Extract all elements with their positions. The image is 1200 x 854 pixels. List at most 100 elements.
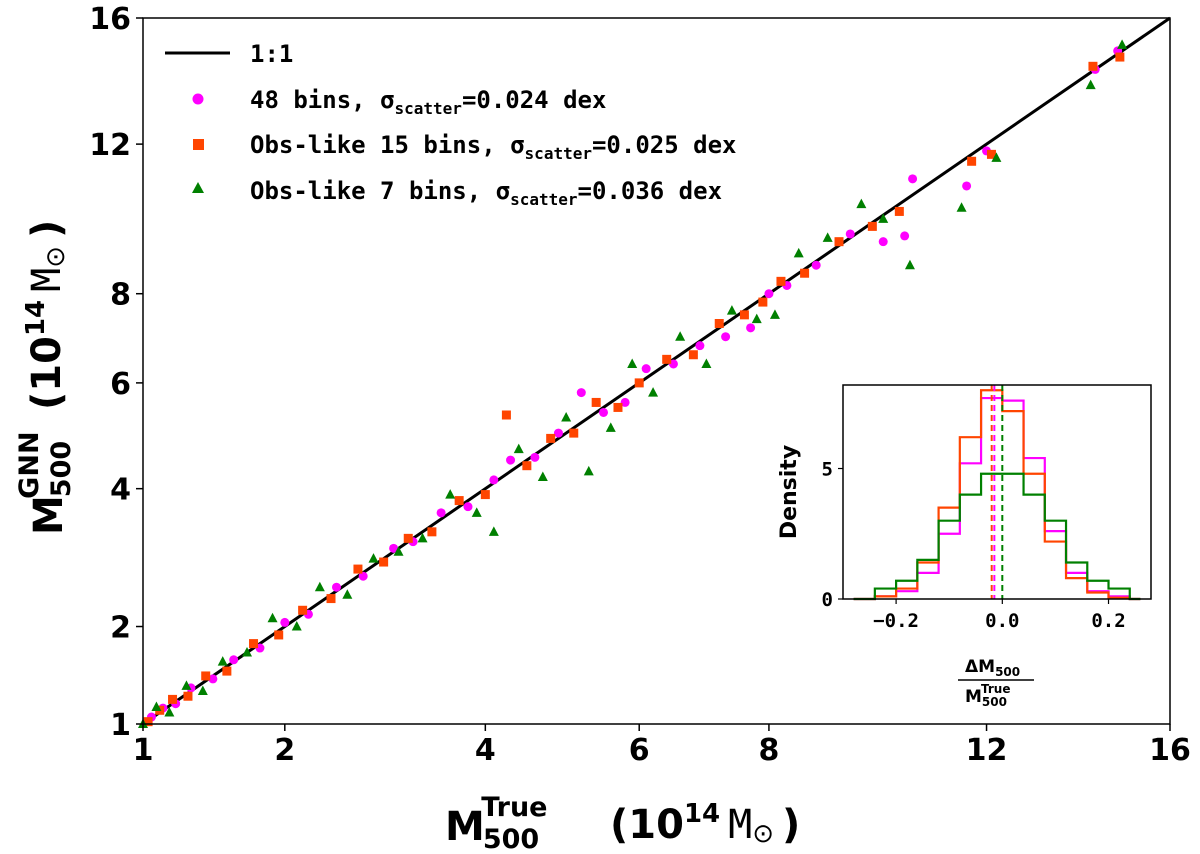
inset-hist-series-2 bbox=[853, 472, 1141, 601]
x-tick-label: 1 bbox=[133, 733, 154, 768]
legend-label-7-bins: Obs-like 7 bins, σscatter=0.036 dex bbox=[250, 177, 722, 209]
point-series-2 bbox=[197, 685, 208, 696]
y-tick-label: 8 bbox=[110, 278, 131, 313]
y-tick-label: 12 bbox=[89, 128, 131, 163]
point-series-2 bbox=[217, 656, 228, 666]
inset-frame bbox=[842, 384, 1152, 600]
point-series-0 bbox=[962, 181, 972, 191]
point-series-2 bbox=[537, 471, 548, 482]
point-series-2 bbox=[1117, 39, 1128, 49]
y-axis-unit-sym: ⊙ bbox=[41, 246, 71, 268]
point-series-1 bbox=[714, 318, 724, 328]
y-axis-unit-exp: 14 bbox=[21, 300, 51, 336]
x-axis-label-sup: True bbox=[481, 792, 547, 823]
point-series-2 bbox=[956, 202, 967, 212]
inset-y-ticks: 05 bbox=[822, 459, 843, 611]
y-axis-unit-body: M bbox=[24, 268, 70, 292]
point-series-1 bbox=[222, 666, 232, 676]
x-axis-unit-close: ) bbox=[782, 802, 800, 848]
point-series-0 bbox=[695, 341, 705, 351]
point-series-1 bbox=[326, 594, 336, 604]
y-tick-label: 1 bbox=[110, 708, 131, 743]
point-series-1 bbox=[298, 605, 308, 615]
point-series-1 bbox=[353, 564, 363, 574]
point-series-2 bbox=[164, 707, 175, 717]
point-series-0 bbox=[463, 502, 473, 512]
point-series-2 bbox=[701, 358, 712, 368]
inset-x-tick-label: −0.2 bbox=[873, 610, 919, 632]
point-series-2 bbox=[393, 546, 404, 556]
x-axis-unit-exp: 14 bbox=[684, 799, 720, 829]
point-series-1 bbox=[591, 397, 601, 407]
point-series-1 bbox=[501, 410, 511, 420]
inset-y-tick-label: 0 bbox=[822, 589, 833, 611]
point-series-0 bbox=[389, 543, 399, 553]
legend-marker-15-bins bbox=[193, 139, 204, 150]
x-tick-label: 6 bbox=[629, 733, 650, 768]
inset-background bbox=[843, 385, 1151, 599]
y-tick-label: 16 bbox=[89, 2, 131, 37]
inset-median-lines bbox=[990, 385, 1004, 599]
point-series-1 bbox=[867, 221, 877, 231]
reference-line-1to1 bbox=[142, 16, 1171, 726]
point-series-0 bbox=[811, 260, 821, 270]
inset-x-label: ΔM500 M500True bbox=[958, 657, 1034, 709]
point-series-0 bbox=[358, 571, 368, 581]
point-series-2 bbox=[1085, 79, 1096, 90]
point-series-0 bbox=[229, 655, 239, 665]
inset-histogram: −0.2 0.0 0.2 05 Density ΔM500 M500True bbox=[777, 384, 1152, 709]
point-series-2 bbox=[291, 621, 302, 631]
point-series-0 bbox=[576, 388, 586, 398]
point-series-1 bbox=[403, 533, 413, 543]
point-series-0 bbox=[553, 428, 563, 438]
y-axis-label-symbol: M bbox=[26, 495, 72, 535]
point-series-1 bbox=[522, 461, 532, 471]
point-series-1 bbox=[634, 378, 644, 388]
x-axis-unit-body: M bbox=[728, 802, 752, 848]
point-series-2 bbox=[627, 358, 638, 368]
point-series-2 bbox=[242, 646, 253, 657]
y-axis-label-sub: 500 bbox=[46, 441, 77, 497]
point-series-1 bbox=[1115, 52, 1125, 62]
point-series-2 bbox=[151, 701, 162, 711]
point-series-2 bbox=[488, 526, 499, 536]
point-series-1 bbox=[143, 717, 153, 727]
point-series-0 bbox=[489, 475, 499, 485]
x-tick-label: 4 bbox=[475, 733, 496, 768]
points-layer bbox=[138, 39, 1128, 728]
point-series-0 bbox=[506, 455, 516, 465]
legend-label-1to1: 1:1 bbox=[250, 40, 293, 68]
x-axis-label-sub: 500 bbox=[483, 824, 539, 854]
point-series-2 bbox=[648, 387, 659, 397]
point-series-2 bbox=[878, 213, 889, 223]
legend-marker-7-bins bbox=[192, 182, 204, 193]
point-series-1 bbox=[454, 496, 464, 506]
reference-line-layer bbox=[142, 16, 1171, 726]
point-series-2 bbox=[822, 232, 833, 242]
point-series-0 bbox=[878, 237, 888, 247]
point-series-0 bbox=[436, 508, 446, 518]
inset-x-ticks: −0.2 0.0 0.2 bbox=[873, 599, 1126, 632]
point-series-2 bbox=[675, 331, 686, 341]
inset-x-label-numerator: ΔM500 bbox=[965, 657, 1020, 679]
point-series-2 bbox=[417, 532, 428, 543]
y-axis-unit-close: ) bbox=[24, 220, 70, 238]
point-series-0 bbox=[721, 332, 731, 342]
point-series-2 bbox=[513, 443, 524, 454]
point-series-0 bbox=[641, 364, 651, 374]
x-axis-unit-sym: ⊙ bbox=[752, 819, 774, 849]
point-series-0 bbox=[746, 323, 756, 333]
point-series-1 bbox=[739, 310, 749, 320]
point-series-0 bbox=[908, 174, 918, 184]
x-axis-label: M500True bbox=[445, 792, 548, 854]
point-series-0 bbox=[599, 407, 609, 417]
point-series-1 bbox=[967, 156, 977, 166]
legend-label-48-bins: 48 bins, σscatter=0.024 dex bbox=[250, 86, 606, 118]
point-series-2 bbox=[471, 507, 482, 517]
point-series-2 bbox=[267, 612, 278, 623]
point-series-0 bbox=[900, 231, 910, 241]
point-series-1 bbox=[662, 354, 672, 364]
point-series-1 bbox=[480, 490, 490, 500]
